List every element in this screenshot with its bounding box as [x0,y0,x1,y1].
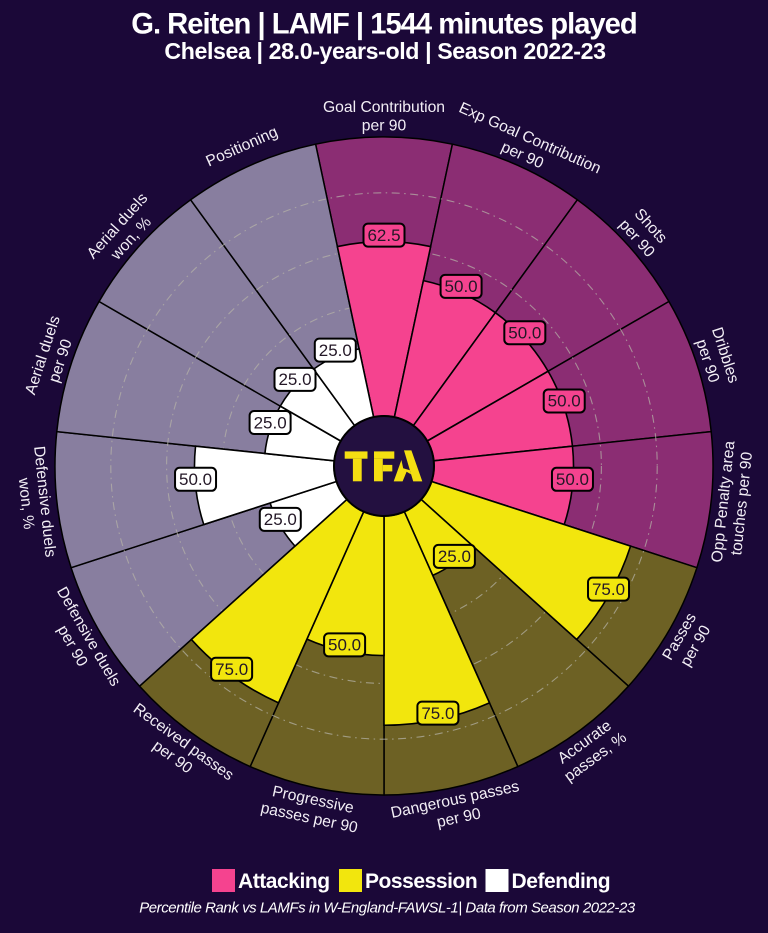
svg-text:50.0: 50.0 [548,392,581,411]
svg-text:Possession: Possession [365,870,477,893]
svg-text:50.0: 50.0 [179,470,212,489]
svg-text:62.5: 62.5 [367,226,400,245]
svg-text:25.0: 25.0 [264,510,297,529]
svg-text:Percentile Rank vs LAMFs in W-: Percentile Rank vs LAMFs in W-England-FA… [139,900,636,917]
svg-text:75.0: 75.0 [592,580,625,599]
svg-text:25.0: 25.0 [254,413,287,432]
svg-text:25.0: 25.0 [278,370,311,389]
svg-text:Attacking: Attacking [238,870,330,893]
svg-text:Chelsea | 28.0-years-old | Sea: Chelsea | 28.0-years-old | Season 2022-2… [164,38,606,64]
svg-text:25.0: 25.0 [438,547,471,566]
svg-text:Goal Contributionper 90: Goal Contribution per 90 [323,99,445,135]
svg-text:G. Reiten | LAMF | 1544 minute: G. Reiten | LAMF | 1544 minutes played [131,9,636,41]
svg-text:75.0: 75.0 [421,704,454,723]
svg-text:50.0: 50.0 [445,277,478,296]
svg-text:50.0: 50.0 [556,470,589,489]
svg-text:50.0: 50.0 [508,324,541,343]
svg-text:50.0: 50.0 [328,636,361,655]
svg-text:75.0: 75.0 [215,660,248,679]
svg-text:25.0: 25.0 [319,341,352,360]
svg-text:Defending: Defending [512,870,611,893]
